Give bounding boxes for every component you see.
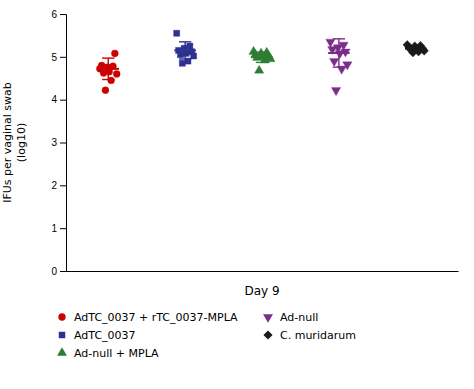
sd-line bbox=[108, 58, 109, 79]
y-axis-line bbox=[60, 15, 67, 272]
y-tick-mark bbox=[60, 100, 66, 101]
point bbox=[113, 70, 120, 77]
legend-symbol bbox=[57, 347, 67, 356]
y-tick: 1 bbox=[51, 223, 66, 234]
point bbox=[187, 43, 193, 49]
legend-symbol bbox=[58, 313, 65, 320]
y-tick-mark bbox=[60, 14, 66, 15]
point bbox=[174, 30, 180, 36]
point bbox=[329, 58, 338, 66]
y-tick-label: 2 bbox=[51, 180, 57, 191]
sd-cap bbox=[102, 57, 114, 58]
legend-label: Ad-null + MPLA bbox=[74, 347, 159, 360]
group bbox=[96, 50, 120, 94]
y-tick: 6 bbox=[51, 9, 66, 20]
y-tick: 2 bbox=[51, 180, 66, 191]
legend: AdTC_0037 + rTC_0037-MPLA AdTC_0037 Ad-nul… bbox=[57, 311, 356, 360]
plot-area: 0 1 2 3 4 5 6 bbox=[51, 9, 458, 277]
y-tick-label: 1 bbox=[51, 223, 57, 234]
point bbox=[326, 39, 335, 47]
y-tick: 5 bbox=[51, 52, 66, 63]
y-tick-label: 5 bbox=[51, 52, 57, 63]
sd-cap bbox=[179, 58, 191, 59]
legend-label: AdTC_0037 + rTC_0037-MPLA bbox=[74, 311, 238, 324]
group bbox=[403, 40, 429, 56]
sd-cap bbox=[256, 51, 268, 52]
y-tick: 3 bbox=[51, 137, 66, 148]
y-axis: 0 1 2 3 4 5 6 bbox=[51, 9, 66, 277]
point bbox=[191, 53, 197, 59]
sd-line bbox=[415, 46, 416, 51]
sd-line bbox=[261, 52, 262, 62]
point bbox=[177, 52, 183, 58]
legend-item: AdTC_0037 + rTC_0037-MPLA bbox=[58, 311, 238, 324]
legend-item: Ad-null + MPLA bbox=[57, 347, 159, 360]
y-tick-mark bbox=[60, 57, 66, 58]
chart: 0 1 2 3 4 5 6 IFUs per vaginal swab(log10) Day 9… bbox=[0, 0, 474, 389]
x-axis-title: Day 9 bbox=[244, 284, 279, 298]
y-tick-label: 6 bbox=[51, 9, 57, 20]
group bbox=[174, 30, 197, 66]
sd-line bbox=[338, 39, 339, 67]
legend-label: AdTC_0037 bbox=[74, 329, 136, 342]
y-tick: 4 bbox=[51, 94, 66, 105]
point bbox=[179, 60, 185, 66]
y-tick-mark bbox=[60, 228, 66, 229]
legend-symbol bbox=[263, 314, 273, 323]
legend-symbol bbox=[263, 330, 272, 339]
y-tick-label: 0 bbox=[51, 266, 57, 277]
sd-cap bbox=[410, 51, 422, 52]
sd-cap bbox=[410, 45, 422, 46]
group bbox=[249, 46, 275, 73]
legend-item: Ad-null bbox=[263, 311, 318, 324]
y-tick-label: 3 bbox=[51, 137, 57, 148]
sd-line bbox=[184, 42, 185, 59]
y-axis-title: IFUs per vaginal swab(log10) bbox=[1, 82, 27, 203]
sd-cap bbox=[102, 79, 114, 80]
sd-cap bbox=[333, 66, 345, 67]
point bbox=[331, 88, 340, 96]
point bbox=[335, 51, 344, 59]
point bbox=[254, 65, 263, 73]
legend-item: AdTC_0037 bbox=[59, 329, 136, 342]
legend-symbol bbox=[59, 332, 65, 338]
point bbox=[102, 87, 109, 94]
sd-cap bbox=[256, 62, 268, 63]
sd-cap bbox=[333, 38, 345, 39]
x-axis bbox=[67, 271, 459, 272]
point bbox=[100, 70, 107, 77]
y-tick-label: 4 bbox=[51, 94, 57, 105]
group bbox=[326, 39, 352, 96]
y-tick-mark bbox=[60, 143, 66, 144]
marks bbox=[96, 30, 428, 95]
y-tick: 0 bbox=[51, 266, 66, 277]
y-tick-mark bbox=[60, 271, 66, 272]
x-axis-line bbox=[67, 271, 459, 272]
legend-item: C. muridarum bbox=[263, 329, 355, 342]
sd-cap bbox=[179, 41, 191, 42]
legend-label: C. muridarum bbox=[280, 329, 356, 342]
legend-label: Ad-null bbox=[280, 311, 318, 324]
point bbox=[111, 50, 118, 57]
y-tick-mark bbox=[60, 185, 66, 186]
